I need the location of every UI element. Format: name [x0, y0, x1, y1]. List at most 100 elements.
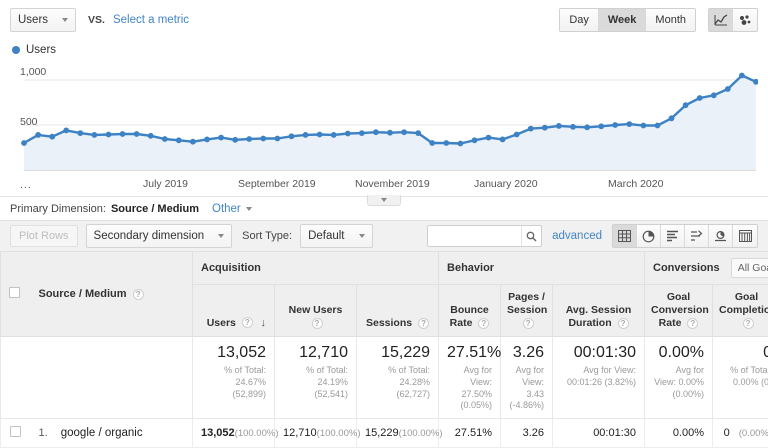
column-label-users: Users	[207, 317, 236, 329]
column-label-sessions: Sessions	[366, 317, 412, 329]
row-new-users: 12,710(100.00%)	[275, 419, 357, 448]
x-axis-ellipsis: ...	[20, 179, 32, 191]
help-icon[interactable]: ?	[478, 318, 489, 329]
granularity-day[interactable]: Day	[560, 9, 599, 31]
sort-type-dropdown[interactable]: Default	[300, 224, 372, 248]
chart-controls: Day Week Month	[559, 8, 758, 32]
group-label-conversions: Conversions	[653, 262, 720, 274]
table-view-icon[interactable]	[613, 225, 637, 247]
summary-pages-session: 3.26 Avg for View: 3.43 (-4.86%)	[501, 337, 553, 419]
summary-avg-session-duration-sub: Avg for View: 00:01:26 (3.82%)	[561, 365, 636, 388]
chevron-down-icon	[381, 198, 387, 202]
summary-bounce-rate: 27.51% Avg for View: 27.50% (0.05%)	[439, 337, 501, 419]
primary-dimension-other-link[interactable]: Other	[212, 203, 241, 215]
row-pages-session: 3.26	[501, 419, 553, 448]
row-dimension-link[interactable]: google / organic	[61, 427, 143, 439]
column-label-goal-completions: Goal Completions	[719, 291, 768, 316]
table-row[interactable]: 1. google / organic 13,052(100.00%) 12,7…	[1, 419, 768, 448]
summary-checkbox-cell	[1, 337, 31, 419]
pivot-view-icon[interactable]	[709, 225, 733, 247]
select-a-metric-link[interactable]: Select a metric	[113, 14, 189, 26]
help-icon[interactable]: ?	[242, 317, 253, 328]
x-axis-label-july-2019: July 2019	[143, 178, 188, 190]
group-header-behavior: Behavior	[439, 252, 645, 285]
table-summary-row: 13,052 % of Total: 24.67% (52,899) 12,71…	[1, 337, 768, 419]
column-header-avg-session-duration[interactable]: Avg. Session Duration ?	[553, 285, 645, 337]
chart-type-toggle	[708, 8, 758, 32]
summary-goal-completions: 0 % of Total: 0.00% (0)	[713, 337, 768, 419]
summary-goal-conversion-rate-value: 0.00%	[653, 343, 704, 363]
column-header-goal-conversion-rate[interactable]: Goal Conversion Rate ?	[645, 285, 713, 337]
metric-selector-bar: Users VS. Select a metric Day Week Month	[0, 0, 768, 40]
column-header-sessions[interactable]: Sessions ?	[357, 285, 439, 337]
sort-descending-icon[interactable]: ↓	[261, 317, 267, 331]
sort-type-value: Default	[308, 230, 344, 242]
summary-users-value: 13,052	[201, 343, 266, 363]
summary-sessions-sub: % of Total: 24.28% (62,727)	[365, 365, 430, 400]
all-goals-dropdown[interactable]: All Goals	[731, 258, 768, 278]
chevron-down-icon	[62, 18, 68, 22]
table-search-box[interactable]	[427, 225, 542, 247]
column-header-pages-session[interactable]: Pages / Session ?	[501, 285, 553, 337]
help-icon[interactable]: ?	[523, 318, 534, 329]
legend-label: Users	[26, 44, 56, 56]
row-dimension-cell: 1. google / organic	[31, 419, 193, 448]
row-goal-completions: 0 (0.00%)	[713, 419, 768, 448]
search-input[interactable]	[428, 230, 521, 242]
select-all-checkbox[interactable]	[9, 287, 20, 298]
column-header-new-users[interactable]: New Users ?	[275, 285, 357, 337]
granularity-month[interactable]: Month	[646, 9, 695, 31]
search-icon[interactable]	[521, 226, 541, 246]
y-axis-tick-500: 500	[20, 116, 38, 128]
secondary-dimension-dropdown[interactable]: Secondary dimension	[86, 224, 233, 248]
primary-metric-dropdown[interactable]: Users	[10, 8, 76, 32]
row-users: 13,052(100.00%)	[193, 419, 275, 448]
column-header-goal-completions[interactable]: Goal Completions ?	[713, 285, 768, 337]
all-goals-label: All Goals	[738, 262, 768, 274]
performance-view-icon[interactable]	[733, 225, 757, 247]
chart-x-axis: ... July 2019 September 2019 November 20…	[10, 178, 758, 196]
column-header-users[interactable]: Users ? ↓	[193, 285, 275, 337]
x-axis-label-january-2020: January 2020	[474, 178, 538, 190]
help-icon[interactable]: ?	[743, 318, 754, 329]
row-checkbox[interactable]	[10, 426, 21, 437]
dimension-header-cell[interactable]: Source / Medium ?	[31, 252, 193, 337]
chart-collapse-toggle[interactable]	[367, 195, 401, 206]
granularity-toggle: Day Week Month	[559, 8, 696, 32]
table-view-toggle	[612, 224, 758, 248]
bar-chart-view-icon[interactable]	[661, 225, 685, 247]
summary-pages-session-value: 3.26	[509, 343, 544, 363]
row-goal-completions-value: 0	[724, 427, 730, 439]
line-chart-icon[interactable]	[709, 9, 733, 31]
row-new-users-value: 12,710	[283, 427, 317, 439]
column-header-bounce-rate[interactable]: Bounce Rate ?	[439, 285, 501, 337]
summary-bounce-rate-sub: Avg for View: 27.50% (0.05%)	[447, 365, 492, 412]
primary-dimension-value[interactable]: Source / Medium	[111, 203, 199, 215]
row-sessions-value: 15,229	[365, 427, 399, 439]
pie-chart-view-icon[interactable]	[637, 225, 661, 247]
row-users-pct: (100.00%)	[235, 428, 279, 439]
summary-pages-session-sub: Avg for View: 3.43 (-4.86%)	[509, 365, 544, 412]
plot-rows-button[interactable]: Plot Rows	[10, 225, 78, 247]
help-icon[interactable]: ?	[687, 318, 698, 329]
help-icon[interactable]: ?	[618, 318, 629, 329]
group-header-conversions: Conversions All Goals	[645, 252, 768, 285]
comparison-view-icon[interactable]	[685, 225, 709, 247]
row-index: 1.	[39, 427, 48, 439]
help-icon[interactable]: ?	[312, 318, 323, 329]
advanced-link[interactable]: advanced	[552, 230, 602, 242]
help-icon[interactable]: ?	[133, 289, 144, 300]
users-line-chart[interactable]: 1,000 500	[10, 58, 758, 178]
row-sessions-pct: (100.00%)	[399, 428, 443, 439]
chevron-down-icon	[218, 234, 224, 238]
row-goal-completions-pct: (0.00%)	[739, 428, 768, 439]
granularity-week[interactable]: Week	[599, 9, 647, 31]
row-avg-session-duration: 00:01:30	[553, 419, 645, 448]
summary-new-users-sub: % of Total: 24.19% (52,541)	[283, 365, 348, 400]
motion-chart-icon[interactable]	[733, 9, 757, 31]
group-label-behavior: Behavior	[447, 262, 494, 274]
row-bounce-rate: 27.51%	[439, 419, 501, 448]
y-axis-tick-1000: 1,000	[20, 66, 46, 78]
help-icon[interactable]: ?	[418, 318, 429, 329]
summary-avg-session-duration-value: 00:01:30	[561, 343, 636, 363]
